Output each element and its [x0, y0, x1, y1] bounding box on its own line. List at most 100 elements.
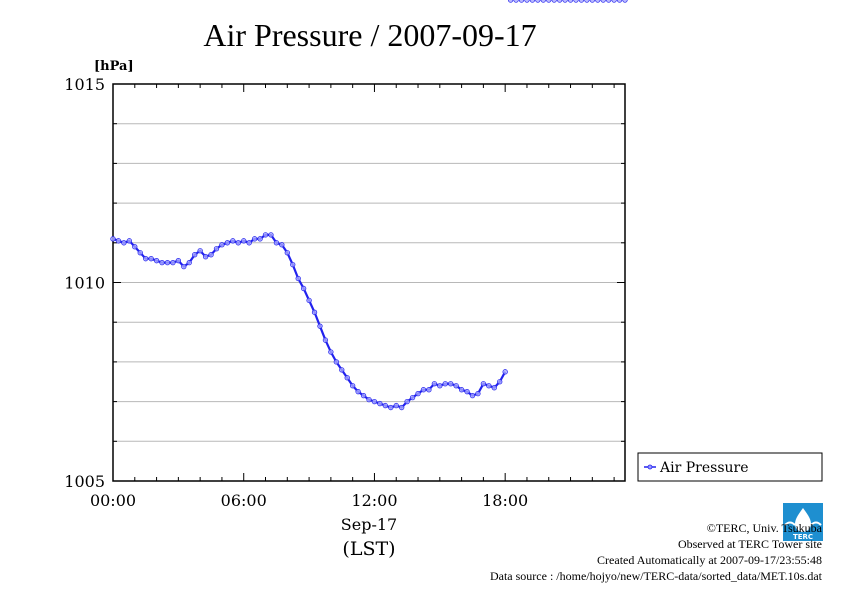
data-point: [300, 285, 307, 292]
data-point: [279, 242, 285, 248]
data-point: [132, 244, 138, 250]
data-point: [224, 240, 231, 246]
y-tick-label: 1015: [64, 75, 105, 94]
data-point: [420, 387, 427, 393]
data-point: [121, 240, 127, 246]
data-point: [110, 236, 116, 242]
data-point: [355, 389, 361, 395]
data-point: [295, 275, 301, 282]
data-point: [350, 383, 356, 389]
data-point: [344, 375, 350, 381]
x-axis: 00:00 06:00 12:00 18:00: [90, 84, 615, 510]
data-point: [529, 0, 536, 3]
data-point: [475, 391, 481, 397]
data-point: [464, 389, 470, 395]
data-point: [426, 387, 432, 393]
data-point: [148, 256, 154, 262]
legend-label-air-pressure: Air Pressure: [659, 460, 749, 476]
y-axis: 1005 1010 1015: [64, 75, 625, 491]
data-point: [377, 400, 383, 407]
data-point: [404, 398, 410, 405]
data-point: [393, 402, 399, 409]
y-axis-unit-label: [hPa]: [94, 59, 134, 74]
data-point: [458, 387, 465, 393]
data-point: [159, 260, 165, 266]
data-point: [595, 0, 601, 3]
data-point: [546, 0, 552, 3]
grid-lines: [113, 123, 625, 442]
observation-site-text: Observed at TERC Tower site: [677, 537, 822, 551]
logo-text: TERC: [793, 533, 813, 541]
data-point: [556, 0, 563, 3]
data-point: [284, 250, 290, 256]
y-tick-label: 1005: [64, 472, 105, 491]
data-point: [170, 260, 176, 266]
data-point: [584, 0, 590, 3]
data-point: [437, 383, 443, 389]
data-point: [164, 260, 171, 266]
data-point: [606, 0, 612, 3]
data-point: [126, 238, 132, 244]
data-point: [578, 0, 585, 3]
data-point: [262, 232, 269, 238]
data-point: [137, 250, 143, 256]
data-point: [186, 260, 192, 266]
x-tick-label: 06:00: [221, 491, 267, 510]
data-point: [448, 381, 454, 387]
x-tick-label: 00:00: [90, 491, 136, 510]
data-point: [208, 252, 214, 258]
data-point: [175, 258, 182, 264]
data-point: [415, 391, 421, 397]
data-point: [153, 258, 160, 264]
data-point: [540, 0, 546, 3]
series-air-pressure: [110, 0, 628, 411]
data-point: [360, 392, 367, 399]
data-point: [311, 309, 318, 315]
created-timestamp-text: Created Automatically at 2007-09-17/23:5…: [597, 553, 822, 567]
legend-box: [637, 452, 823, 482]
data-point: [600, 0, 606, 3]
data-point: [524, 0, 530, 3]
data-point: [306, 297, 312, 304]
data-source-text: Data source : /home/hojyo/new/TERC-data/…: [489, 569, 822, 583]
data-point: [399, 404, 405, 411]
x-tick-label: 12:00: [351, 491, 397, 510]
data-point: [507, 0, 514, 3]
data-point: [317, 323, 323, 329]
data-point: [535, 0, 541, 3]
data-point: [431, 381, 438, 387]
data-point: [268, 232, 274, 238]
credits-block: ©TERC, Univ. Tsukuba Observed at TERC To…: [490, 520, 822, 584]
data-point: [382, 402, 388, 409]
data-point: [290, 261, 296, 268]
data-point: [611, 0, 617, 3]
data-point: [562, 0, 568, 3]
data-point: [453, 383, 459, 389]
data-point: [513, 0, 519, 3]
legend-marker: [647, 464, 653, 470]
data-point: [622, 0, 628, 3]
data-point: [181, 263, 187, 270]
data-point: [366, 396, 372, 403]
data-point: [409, 394, 416, 401]
data-point: [573, 0, 579, 3]
data-point: [502, 369, 508, 375]
data-point: [518, 0, 525, 3]
data-point: [486, 383, 492, 389]
data-point: [219, 242, 225, 248]
data-point: [257, 236, 263, 242]
data-point: [273, 240, 280, 246]
data-point: [333, 359, 339, 365]
data-point: [202, 254, 209, 260]
data-point: [551, 0, 557, 3]
data-point: [371, 398, 378, 405]
data-point: [197, 248, 203, 254]
data-point: [230, 238, 236, 244]
data-point: [497, 379, 503, 385]
data-point: [192, 252, 198, 258]
data-point: [246, 240, 252, 246]
data-point: [616, 0, 623, 3]
data-point: [339, 367, 345, 373]
data-point: [388, 404, 394, 411]
